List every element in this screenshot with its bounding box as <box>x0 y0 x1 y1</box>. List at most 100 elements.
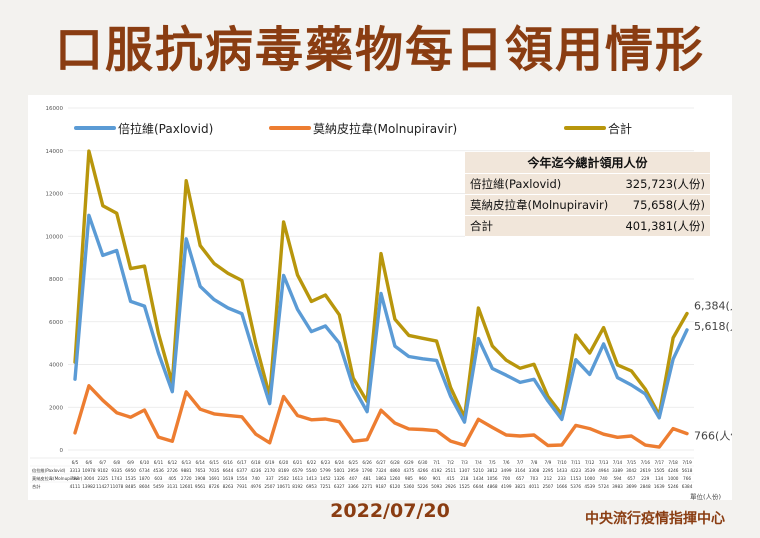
x-tick-label: 6/10 <box>140 460 150 465</box>
table-cell: 700 <box>502 476 510 481</box>
x-tick-label: 6/30 <box>418 460 428 465</box>
table-cell: 2502 <box>278 476 289 481</box>
table-cell: 229 <box>641 476 649 481</box>
x-tick-label: 7/1 <box>433 460 440 465</box>
table-cell: 1863 <box>376 476 387 481</box>
series-lines <box>73 149 689 449</box>
organization-name: 中央流行疫情指揮中心 <box>585 511 725 527</box>
x-tick-label: 7/13 <box>599 460 609 465</box>
table-cell: 5226 <box>417 484 428 489</box>
table-row-label: 倍拉維(Paxlovid) <box>32 467 66 474</box>
summary-table: 今年迄今總計領用人份 倍拉維(Paxlovid) 325,723(人份) 莫納皮… <box>465 152 710 237</box>
table-cell: 1743 <box>111 476 122 481</box>
table-cell: 4539 <box>584 484 595 489</box>
table-cell: 1056 <box>487 476 498 481</box>
page-title: 口服抗病毒藥物每日領用情形 <box>54 22 705 78</box>
x-tick-label: 6/21 <box>293 460 303 465</box>
table-cell: 2507 <box>543 484 554 489</box>
summary-row: 合計 401,381(人份) <box>465 215 710 237</box>
y-tick-label: 10000 <box>46 234 64 240</box>
x-tick-label: 6/22 <box>307 460 317 465</box>
table-cell: 415 <box>447 476 455 481</box>
series-line-molnupiravir <box>73 384 689 449</box>
y-tick-label: 14000 <box>46 149 64 155</box>
table-cell: 1434 <box>473 476 484 481</box>
table-cell: 10671 <box>277 484 291 489</box>
table-cell: 6384 <box>682 484 693 489</box>
table-cell: 7653 <box>195 468 206 473</box>
x-tick-label: 6/5 <box>72 460 79 465</box>
table-cell: 8192 <box>292 484 303 489</box>
report-date: 2022/07/20 <box>330 500 450 522</box>
table-cell: 1908 <box>195 476 206 481</box>
table-cell: 703 <box>530 476 538 481</box>
table-cell: 3366 <box>348 484 359 489</box>
table-cell: 8263 <box>223 484 234 489</box>
y-tick-label: 0 <box>60 448 64 454</box>
table-cell: 657 <box>627 476 635 481</box>
series-line-paxlovid <box>73 213 689 424</box>
table-cell: 3812 <box>487 468 498 473</box>
table-cell: 740 <box>252 476 260 481</box>
table-cell: 3983 <box>612 484 623 489</box>
table-cell: 1554 <box>237 476 248 481</box>
x-tick-label: 6/11 <box>154 460 164 465</box>
table-cell: 1525 <box>459 484 470 489</box>
table-cell: 7324 <box>376 468 387 473</box>
table-cell: 594 <box>613 476 621 481</box>
end-label-paxlovid: 5,618(人份) <box>694 320 732 333</box>
table-cell: 4375 <box>403 468 414 473</box>
x-tick-label: 6/28 <box>390 460 400 465</box>
x-tick-label: 7/15 <box>627 460 637 465</box>
table-cell: 1413 <box>306 476 317 481</box>
x-tick-label: 6/20 <box>279 460 289 465</box>
summary-value: 325,723(人份) <box>617 173 710 195</box>
table-cell: 1691 <box>209 476 220 481</box>
x-tick-label: 6/25 <box>348 460 358 465</box>
x-tick-label: 6/24 <box>335 460 345 465</box>
summary-value: 401,381(人份) <box>617 215 710 237</box>
table-cell: 6120 <box>390 484 401 489</box>
table-cell: 3131 <box>167 484 178 489</box>
table-cell: 5540 <box>306 468 317 473</box>
y-tick-label: 16000 <box>46 106 64 112</box>
data-table: 6/5 6/6 6/7 6/8 6/9 6/10 6/11 6/12 6/13 6/14 6/15 6… <box>30 457 694 490</box>
line-chart: 0 2000 4000 6000 8000 10000 12000 14000 16000 倍拉… <box>30 106 732 490</box>
table-cell: 7251 <box>320 484 331 489</box>
table-cell: 1307 <box>459 468 470 473</box>
table-cell: 1870 <box>139 476 150 481</box>
x-tick-label: 6/17 <box>237 460 247 465</box>
table-cell: 212 <box>544 476 552 481</box>
table-cell: 2511 <box>445 468 456 473</box>
table-cell: 1505 <box>654 468 665 473</box>
end-label-total: 6,384(人份) <box>694 300 732 313</box>
table-cell: 7035 <box>209 468 220 473</box>
unit-note: 單位(人份) <box>690 493 722 501</box>
table-cell: 8604 <box>139 484 150 489</box>
table-row-label: 合計 <box>32 483 40 490</box>
table-cell: 218 <box>460 476 468 481</box>
x-tick-label: 6/7 <box>99 460 106 465</box>
table-cell: 4266 <box>417 468 428 473</box>
table-cell: 4868 <box>487 484 498 489</box>
table-cell: 3499 <box>501 468 512 473</box>
table-cell: 3313 <box>70 468 81 473</box>
table-cell: 4964 <box>598 468 609 473</box>
table-cell: 9561 <box>195 484 206 489</box>
summary-header: 今年迄今總計領用人份 <box>465 152 710 174</box>
table-cell: 2848 <box>640 484 651 489</box>
table-cell: 10978 <box>82 468 96 473</box>
y-tick-label: 12000 <box>46 192 64 198</box>
table-cell: 6953 <box>306 484 317 489</box>
x-tick-label: 7/18 <box>668 460 678 465</box>
table-cell: 5001 <box>334 468 345 473</box>
summary-row: 倍拉維(Paxlovid) 325,723(人份) <box>465 173 710 195</box>
table-cell: 9881 <box>181 468 192 473</box>
x-tick-label: 6/16 <box>223 460 233 465</box>
x-tick-label: 7/17 <box>655 460 665 465</box>
x-tick-label: 6/23 <box>321 460 331 465</box>
x-tick-label: 7/12 <box>585 460 595 465</box>
table-cell: 5799 <box>320 468 331 473</box>
table-cell: 901 <box>433 476 441 481</box>
table-cell: 9102 <box>97 468 108 473</box>
